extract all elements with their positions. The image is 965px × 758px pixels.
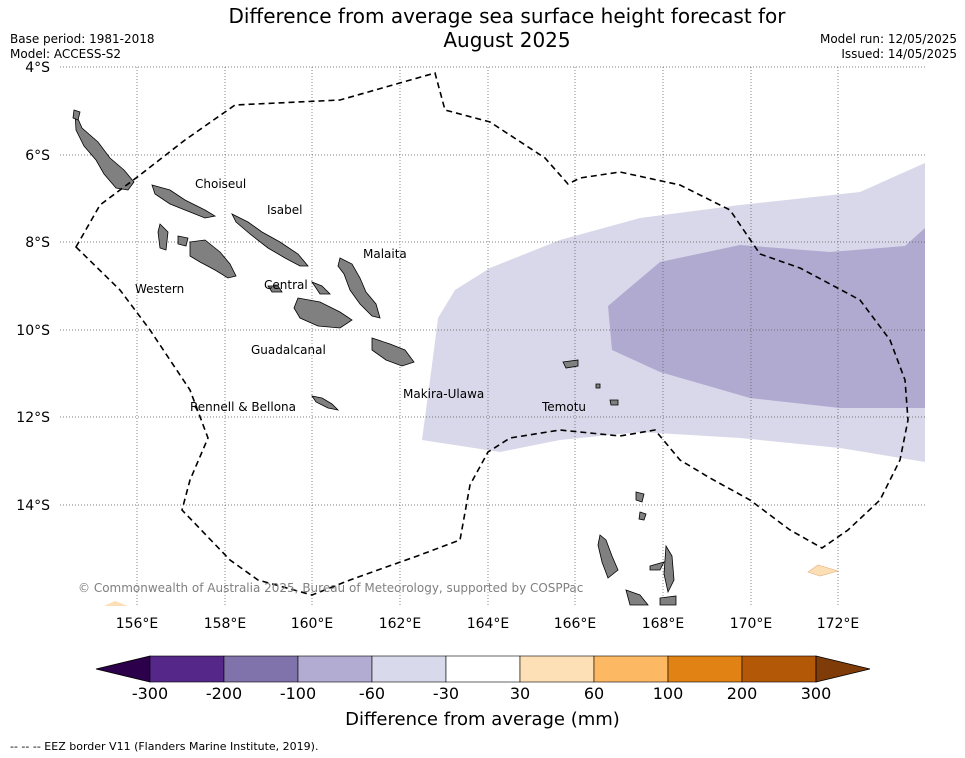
copyright-notice: © Commonwealth of Australia 2025, Bureau… — [78, 581, 583, 595]
label-choiseul: Choiseul — [195, 177, 246, 191]
lon-label: 158°E — [204, 616, 247, 632]
lat-label: 4°S — [25, 60, 50, 76]
new-georgia — [157, 223, 169, 251]
lon-label: 172°E — [817, 616, 860, 632]
meta-right: Model run: 12/05/2025 Issued: 14/05/2025 — [820, 32, 957, 62]
lat-label: 6°S — [25, 148, 50, 164]
lat-label: 12°S — [16, 410, 50, 426]
islands — [72, 109, 677, 606]
title-line-1: Difference from average sea surface heig… — [228, 4, 786, 28]
colorbar-tick: -100 — [279, 684, 317, 703]
vanuatu-mid — [663, 544, 675, 594]
colorbar-segment — [149, 655, 225, 683]
label-isabel: Isabel — [267, 203, 302, 217]
colorbar-tick: 100 — [652, 684, 684, 703]
colorbar-tick: 300 — [800, 684, 832, 703]
latitude-labels: 4°S 6°S 8°S 10°S 12°S 14°S — [16, 60, 50, 514]
lat-label: 8°S — [25, 235, 50, 251]
colorbar-tick: -200 — [205, 684, 243, 703]
vanuatu-banks-2 — [638, 511, 647, 521]
label-temotu: Temotu — [541, 400, 586, 414]
label-guadalcanal: Guadalcanal — [251, 343, 326, 357]
anomaly-mid-region — [608, 228, 925, 408]
label-western: Western — [135, 282, 184, 296]
meta-left: Base period: 1981-2018 Model: ACCESS-S2 — [10, 32, 155, 62]
label-central: Central — [264, 278, 308, 292]
temotu-isle-1 — [562, 359, 579, 369]
issued-date: Issued: 14/05/2025 — [841, 47, 957, 61]
lat-label: 10°S — [16, 323, 50, 339]
colorbar-segment — [223, 655, 299, 683]
lon-label: 162°E — [379, 616, 422, 632]
lon-label: 160°E — [291, 616, 334, 632]
footer-note: -- -- -- EEZ border V11 (Flanders Marine… — [10, 740, 319, 753]
small-isle — [72, 109, 81, 121]
colorbar-tick: -30 — [432, 684, 460, 703]
base-period: Base period: 1981-2018 — [10, 32, 155, 46]
lon-label: 168°E — [642, 616, 685, 632]
anomaly-positive-patch — [807, 564, 840, 577]
label-malaita: Malaita — [363, 247, 407, 261]
title-line-2: August 2025 — [443, 28, 571, 52]
guadalcanal-island — [293, 297, 353, 329]
colorbar-segment — [297, 655, 373, 683]
region-labels: Choiseul Isabel Malaita Western Central … — [135, 177, 586, 414]
lon-label: 164°E — [467, 616, 510, 632]
label-rennell: Rennell & Bellona — [190, 400, 296, 414]
colorbar-extend-low — [95, 655, 151, 683]
rennell-island — [311, 395, 340, 411]
colorbar-tick: 200 — [726, 684, 758, 703]
central-isle — [267, 285, 283, 293]
label-makira: Makira-Ulawa — [403, 387, 484, 401]
colorbar-segment — [519, 655, 595, 683]
colorbar-label: Difference from average (mm) — [345, 709, 620, 730]
colorbar-extend-high — [815, 655, 871, 683]
central-isle-2 — [310, 281, 331, 295]
longitude-labels: 156°E 158°E 160°E 162°E 164°E 166°E 168°… — [116, 616, 860, 632]
anomaly-positive-patch-2 — [104, 601, 128, 606]
model-name: Model: ACCESS-S2 — [10, 47, 122, 61]
model-run: Model run: 12/05/2025 — [819, 32, 957, 46]
vanuatu-south — [625, 589, 649, 606]
vanuatu-banks — [635, 491, 645, 503]
colorbar-segment — [667, 655, 743, 683]
colorbar — [95, 655, 871, 683]
colorbar-segment — [593, 655, 669, 683]
temotu-isle-2 — [595, 383, 601, 389]
colorbar-tick: -60 — [358, 684, 386, 703]
vanuatu-small — [649, 561, 665, 571]
lon-label: 156°E — [116, 616, 159, 632]
malaita-island — [337, 257, 381, 319]
colorbar-segment — [741, 655, 817, 683]
western-group — [189, 239, 237, 279]
isabel-island — [231, 213, 309, 267]
temotu-isle-3 — [609, 399, 619, 406]
colorbar-tick: 30 — [509, 684, 531, 703]
vanuatu-edge — [659, 595, 677, 606]
lon-label: 170°E — [730, 616, 773, 632]
lat-label: 14°S — [16, 498, 50, 514]
colorbar-segment — [445, 655, 521, 683]
lon-label: 166°E — [554, 616, 597, 632]
vanuatu-north — [597, 534, 619, 579]
gridlines — [60, 66, 925, 605]
colorbar-segment — [371, 655, 447, 683]
chart-title: Difference from average sea surface heig… — [0, 4, 965, 52]
choiseul-island — [74, 111, 135, 191]
makira-island — [371, 337, 415, 367]
colorbar-tick: -300 — [131, 684, 169, 703]
colorbar-tick: 60 — [583, 684, 605, 703]
choiseul-east — [151, 184, 217, 219]
western-small — [177, 235, 189, 247]
